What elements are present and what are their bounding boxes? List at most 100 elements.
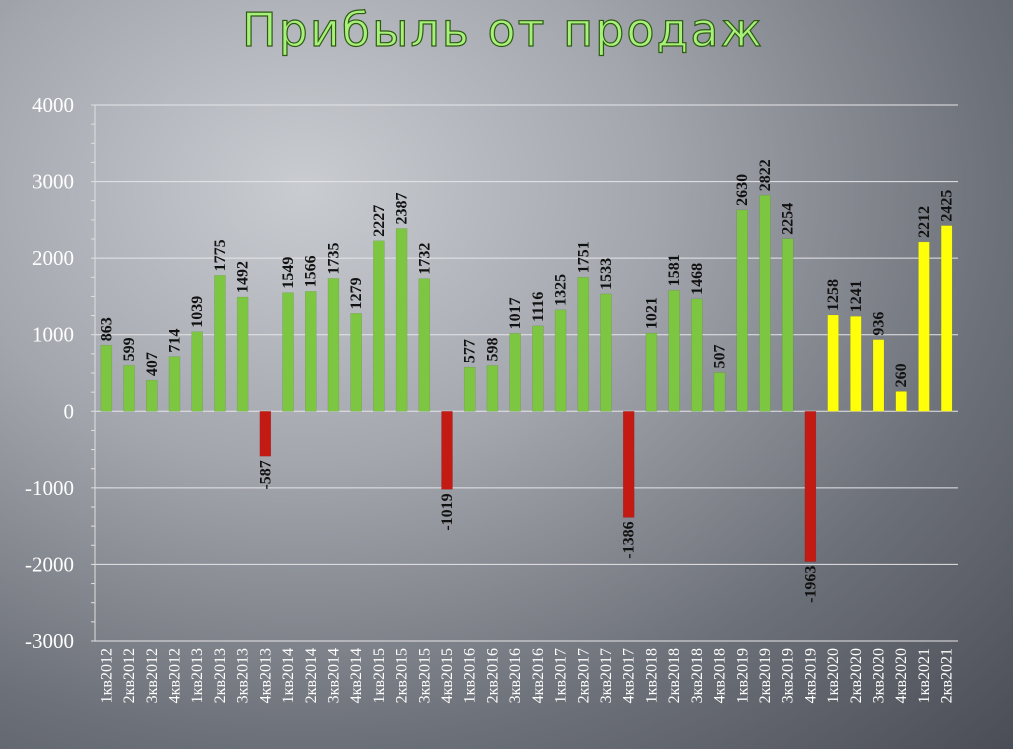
bar [350, 313, 362, 412]
bar [373, 240, 385, 412]
data-label: 1492 [235, 261, 252, 293]
x-tick-label: 3кв2019 [780, 648, 797, 703]
bar [395, 228, 408, 412]
x-tick-label: 1кв2012 [98, 648, 115, 703]
x-tick-label: 3кв2016 [507, 648, 524, 703]
bars [100, 194, 953, 562]
x-tick-label: 4кв2018 [712, 648, 729, 703]
chart-title: Прибыль от продаж [242, 3, 764, 57]
y-tick-label: 4000 [32, 93, 74, 117]
bar [691, 298, 703, 412]
x-tick-label: 4кв2019 [802, 648, 819, 703]
x-tick-labels: 1кв2012 2кв2012 3кв2012 4кв2012 1кв2013 2кв20… [98, 648, 955, 703]
bar [259, 411, 272, 457]
x-tick-label: 2кв2016 [484, 648, 501, 703]
y-tick-labels: 4000 3000 2000 1000 0 -1000 -2000 -3000 [25, 93, 74, 653]
bar [622, 411, 635, 518]
data-label: 1039 [189, 296, 206, 328]
data-labels: 863 599 407 714 1039 1775 1492 -587 1549 1566 1735… [98, 159, 955, 603]
x-tick-label: 1кв2020 [825, 648, 842, 703]
x-tick-label: 1кв2014 [280, 648, 297, 703]
data-label: 2212 [916, 206, 933, 238]
bar [940, 225, 953, 412]
data-label: -1386 [621, 521, 638, 558]
x-tick-label: 2кв2021 [939, 648, 956, 703]
bar [713, 372, 726, 412]
bar [577, 276, 590, 412]
data-label: 1549 [280, 257, 297, 289]
bar [554, 309, 567, 412]
bar [918, 241, 930, 412]
bar [804, 411, 817, 562]
y-tick-label: -1000 [25, 476, 74, 500]
data-label: 1021 [643, 297, 660, 329]
bar [736, 209, 748, 412]
data-label: 714 [166, 329, 183, 353]
bar [146, 379, 158, 412]
data-label: 1241 [848, 280, 865, 312]
bar [827, 314, 839, 412]
data-label: -1019 [439, 493, 456, 530]
bar [123, 365, 135, 412]
data-label: 1279 [348, 277, 365, 309]
x-tick-label: 3кв2018 [689, 648, 706, 703]
bar [305, 291, 317, 412]
bar [168, 356, 181, 412]
data-label: 599 [121, 337, 138, 361]
bar [600, 293, 612, 412]
x-tick-label: 1кв2019 [734, 648, 751, 703]
x-tick-label: 3кв2014 [325, 648, 342, 703]
bar [191, 331, 203, 412]
x-tick-label: 4кв2017 [621, 648, 638, 703]
axes [91, 104, 96, 642]
data-label: 507 [712, 344, 729, 368]
bar [418, 278, 431, 412]
x-tick-label: 3кв2015 [416, 648, 433, 703]
data-label: 1732 [416, 243, 433, 275]
bar [463, 366, 476, 412]
data-label: 1566 [303, 255, 320, 287]
x-tick-label: 1кв2021 [916, 648, 933, 703]
data-label: 1533 [598, 258, 615, 290]
bar [327, 278, 340, 412]
bar [645, 332, 658, 412]
bar [486, 365, 499, 412]
data-label: 2630 [734, 174, 751, 206]
data-label: 1775 [212, 239, 229, 271]
y-tick-label: -2000 [25, 552, 74, 576]
y-tick-label: 1000 [32, 323, 74, 347]
bar [850, 316, 862, 412]
x-tick-label: 2кв2020 [848, 648, 865, 703]
data-label: -587 [257, 460, 274, 489]
y-tick-label: -3000 [25, 629, 74, 653]
data-label: 1325 [553, 274, 570, 306]
data-label: 598 [484, 337, 501, 361]
bar [532, 325, 544, 412]
x-tick-label: 2кв2015 [394, 648, 411, 703]
data-label: 1468 [689, 263, 706, 295]
x-tick-label: 4кв2015 [439, 648, 456, 703]
x-tick-label: 1кв2016 [462, 648, 479, 703]
bar [781, 238, 794, 412]
x-tick-label: 2кв2013 [212, 648, 229, 703]
data-label: -1963 [802, 566, 819, 603]
bar [759, 194, 771, 412]
x-tick-label: 2кв2019 [757, 648, 774, 703]
x-tick-label: 2кв2018 [666, 648, 683, 703]
data-label: 2387 [394, 193, 411, 225]
data-label: 260 [893, 363, 910, 387]
x-tick-label: 1кв2015 [371, 648, 388, 703]
bar [100, 344, 113, 412]
y-tick-label: 0 [64, 399, 75, 423]
x-tick-label: 2кв2017 [575, 648, 592, 703]
x-tick-label: 4кв2016 [530, 648, 547, 703]
data-label: 2254 [780, 203, 797, 235]
bar [509, 333, 521, 412]
bar [872, 339, 885, 412]
x-tick-label: 2кв2014 [303, 648, 320, 703]
bar [214, 275, 226, 412]
y-tick-label: 3000 [32, 170, 74, 194]
y-tick-label: 2000 [32, 246, 74, 270]
x-tick-label: 1кв2013 [189, 648, 206, 703]
